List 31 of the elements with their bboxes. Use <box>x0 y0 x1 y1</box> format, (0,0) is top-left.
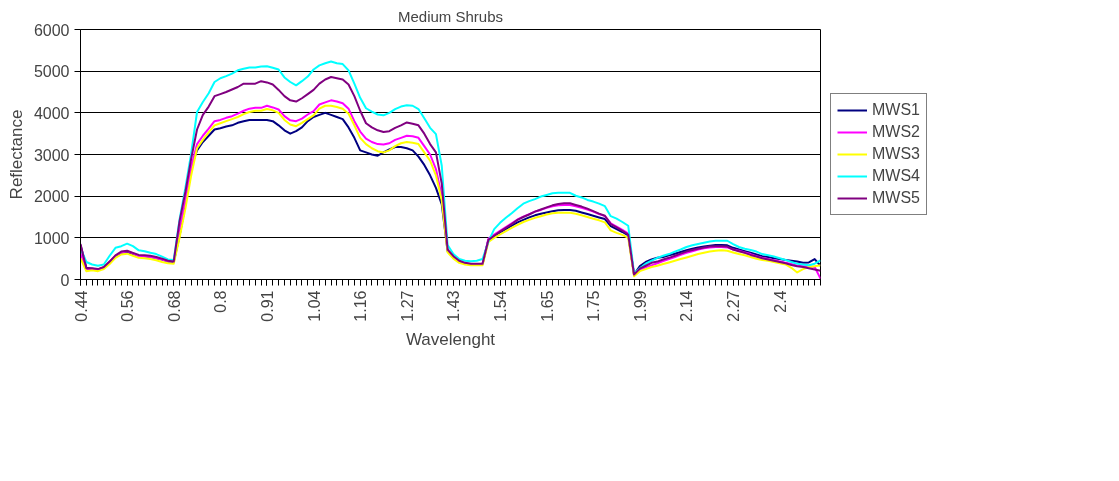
x-tick-label: 0.91 <box>258 290 276 322</box>
legend-label: MWS4 <box>872 167 920 185</box>
legend-label: MWS5 <box>872 189 920 207</box>
x-tick-label: 0.56 <box>119 290 137 322</box>
x-tick-label: 1.75 <box>585 290 603 322</box>
x-tick-label: 0.8 <box>212 290 230 313</box>
x-tick-label: 1.04 <box>305 290 323 322</box>
y-tick-label: 0 <box>60 271 70 289</box>
y-tick-label: 1000 <box>33 229 70 247</box>
x-tick-label: 1.99 <box>631 290 649 322</box>
x-tick-label: 1.54 <box>492 290 510 322</box>
y-tick-label: 3000 <box>33 146 70 164</box>
y-tick-label: 4000 <box>33 104 70 122</box>
x-tick-label: 1.65 <box>538 290 556 322</box>
x-tick-label: 1.16 <box>352 290 370 322</box>
x-tick-label: 1.43 <box>445 290 463 322</box>
y-tick-label: 5000 <box>33 63 70 81</box>
x-axis-title: Wavelenght <box>405 329 496 349</box>
legend-label: MWS3 <box>872 145 920 163</box>
x-tick-label: 2.14 <box>678 290 696 322</box>
x-tick-label: 1.27 <box>398 290 416 322</box>
x-tick-label: 0.68 <box>165 290 183 322</box>
x-tick-label: 2.27 <box>725 290 743 322</box>
chart-title: Medium Shrubs <box>397 7 504 25</box>
y-tick-label: 6000 <box>33 21 70 39</box>
legend-label: MWS2 <box>872 123 920 141</box>
x-tick-label: 2.4 <box>771 290 789 313</box>
x-tick-label: 0.44 <box>72 290 90 322</box>
y-axis-title: Reflectance <box>6 109 26 200</box>
legend-label: MWS1 <box>872 101 920 119</box>
y-tick-label: 2000 <box>33 188 70 206</box>
